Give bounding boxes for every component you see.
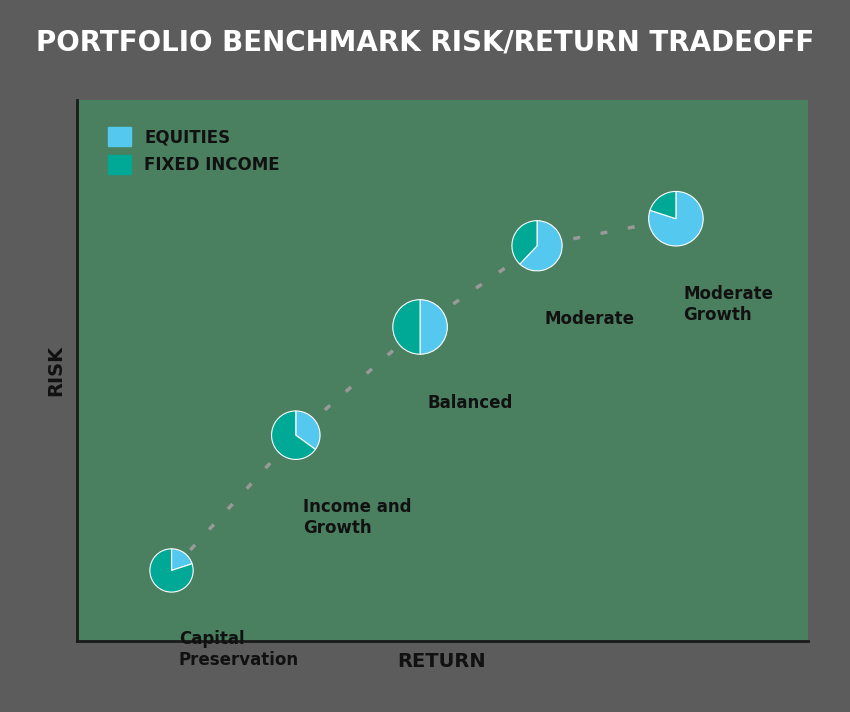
- Text: Moderate
Growth: Moderate Growth: [683, 286, 774, 324]
- Wedge shape: [420, 300, 447, 355]
- X-axis label: RETURN: RETURN: [398, 652, 486, 671]
- Wedge shape: [512, 221, 537, 264]
- Wedge shape: [271, 411, 315, 459]
- Wedge shape: [393, 300, 420, 355]
- Wedge shape: [650, 192, 676, 219]
- Wedge shape: [520, 221, 562, 271]
- Wedge shape: [150, 549, 193, 592]
- Wedge shape: [296, 411, 320, 449]
- Text: Capital
Preservation: Capital Preservation: [178, 630, 299, 669]
- Y-axis label: RISK: RISK: [47, 345, 65, 396]
- Text: Income and
Growth: Income and Growth: [303, 498, 411, 537]
- Text: PORTFOLIO BENCHMARK RISK/RETURN TRADEOFF: PORTFOLIO BENCHMARK RISK/RETURN TRADEOFF: [36, 28, 814, 57]
- Text: Balanced: Balanced: [428, 394, 513, 412]
- Legend: EQUITIES, FIXED INCOME: EQUITIES, FIXED INCOME: [99, 119, 288, 182]
- Text: Moderate: Moderate: [544, 310, 634, 328]
- Wedge shape: [172, 549, 192, 570]
- Wedge shape: [649, 192, 703, 246]
